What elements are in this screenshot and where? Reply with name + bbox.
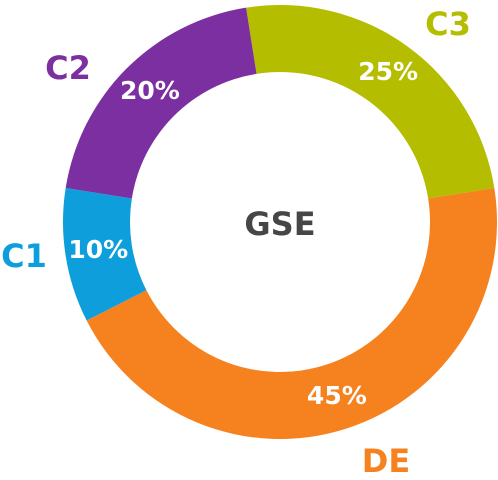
category-label: C1 (1, 237, 47, 275)
value-label: 10% (68, 235, 128, 264)
center-label: GSE (244, 205, 315, 243)
donut-slice (65, 7, 257, 199)
value-label: 25% (358, 57, 418, 86)
category-label: C2 (45, 49, 91, 87)
donut-slice (63, 188, 147, 321)
value-label: 20% (120, 76, 180, 105)
donut-slice (86, 188, 497, 439)
donut-slice (246, 5, 495, 199)
category-label: DE (362, 442, 410, 480)
category-label: C3 (425, 5, 471, 43)
value-label: 45% (307, 381, 367, 410)
